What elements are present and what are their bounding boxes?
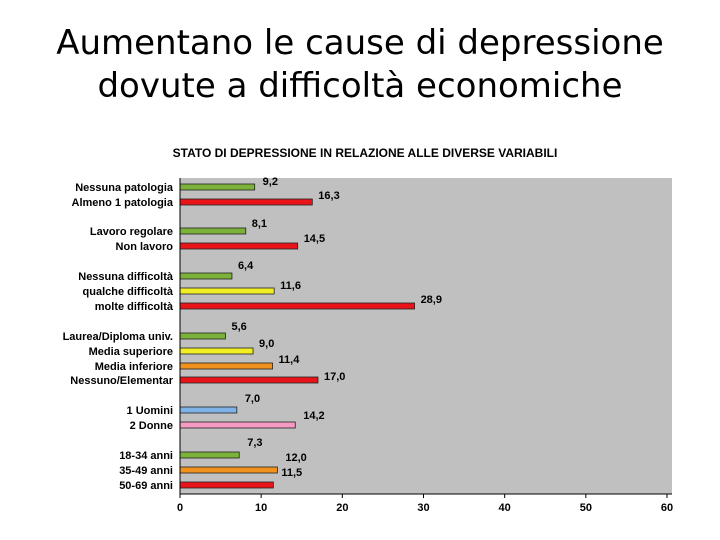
x-tick-label: 50 [580,502,592,514]
bar-3 [179,242,299,250]
data-label: 8,1 [252,218,267,230]
data-label: 14,5 [304,233,325,245]
x-tick-label: 10 [255,502,267,514]
data-label: 11,5 [281,467,302,479]
bar-9 [179,362,273,370]
category-label: Almeno 1 patologia [72,197,174,209]
x-tick-label: 0 [177,502,183,514]
data-label: 11,4 [279,354,301,366]
category-label: Nessuna patologia [75,182,174,194]
category-label: 50-69 anni [119,480,173,492]
bar-2 [179,227,247,235]
bar-10 [179,376,319,384]
bar-6 [179,302,415,310]
bar-0 [179,183,256,191]
category-label: 1 Uomini [127,405,173,417]
x-tick-label: 60 [661,502,673,514]
data-label: 5,6 [231,321,246,333]
x-tick-label: 30 [417,502,429,514]
category-label: Nessuna difficoltà [78,271,174,283]
data-label: 16,3 [318,190,339,202]
bar-8 [179,347,254,355]
data-label: 14,2 [303,410,324,422]
data-label: 7,3 [247,437,262,449]
data-label: 7,0 [245,393,260,405]
bar-12 [179,421,296,429]
x-tick-label: 40 [499,502,511,514]
category-label: Media superiore [89,346,173,358]
category-label: qualche difficoltà [83,286,174,298]
category-label: 2 Donne [130,420,173,432]
category-label: Lavoro regolare [90,226,173,238]
data-label: 11,6 [280,280,301,292]
category-label: 18-34 anni [119,450,173,462]
bar-11 [179,406,238,414]
bar-5 [179,287,275,295]
bar-7 [179,332,226,340]
category-label: molte difficoltà [95,301,174,313]
category-label: Laurea/Diploma univ. [63,331,173,343]
slide-title: Aumentano le cause di depressione dovute… [0,22,720,108]
bar-15 [179,481,274,489]
bar-1 [179,198,313,206]
data-label: 17,0 [324,371,345,383]
bar-14 [179,466,278,474]
category-label: Non lavoro [116,241,174,253]
data-label: 9,0 [259,338,274,350]
data-label: 28,9 [421,294,442,306]
data-label: 9,2 [263,176,278,188]
data-label: 6,4 [238,260,254,272]
bar-4 [179,272,233,280]
category-label: 35-49 anni [119,465,173,477]
plot-area [180,178,672,494]
category-label: Nessuno/Elementar [70,375,173,387]
slide-title-line-1: Aumentano le cause di depressione [56,23,664,63]
bar-13 [179,451,240,459]
data-label: 12,0 [285,452,306,464]
x-tick-label: 20 [336,502,348,514]
chart-title: STATO DI DEPRESSIONE IN RELAZIONE ALLE D… [173,146,558,160]
slide-title-line-2: dovute a difficoltà economiche [97,66,623,106]
category-label: Media inferiore [95,361,173,373]
